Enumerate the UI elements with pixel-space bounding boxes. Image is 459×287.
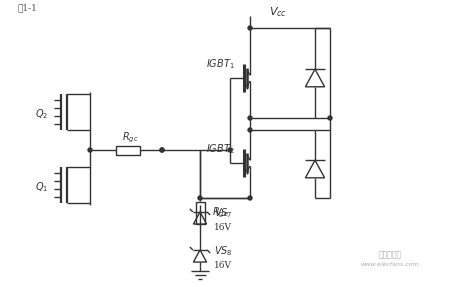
Circle shape bbox=[228, 148, 232, 152]
Text: $Q_2$: $Q_2$ bbox=[35, 107, 49, 121]
Circle shape bbox=[198, 196, 202, 200]
Text: $VS_7$: $VS_7$ bbox=[214, 206, 233, 220]
Circle shape bbox=[160, 148, 164, 152]
Circle shape bbox=[160, 148, 164, 152]
Circle shape bbox=[328, 116, 332, 120]
Text: 16V: 16V bbox=[214, 261, 232, 269]
Circle shape bbox=[248, 128, 252, 132]
Text: $IGBT_1$: $IGBT_1$ bbox=[206, 57, 235, 71]
Text: 16V: 16V bbox=[214, 222, 232, 232]
Circle shape bbox=[248, 116, 252, 120]
Text: www.elecfans.com: www.elecfans.com bbox=[361, 263, 420, 267]
Text: $Q_1$: $Q_1$ bbox=[35, 180, 49, 194]
Text: $R_{gc}$: $R_{gc}$ bbox=[122, 131, 138, 145]
Bar bbox=[116, 146, 140, 154]
Text: $IGBT_2$: $IGBT_2$ bbox=[206, 142, 235, 156]
Text: $VS_8$: $VS_8$ bbox=[214, 244, 233, 258]
Circle shape bbox=[248, 196, 252, 200]
Bar bbox=[196, 202, 205, 224]
Text: 图1-1: 图1-1 bbox=[18, 3, 38, 13]
Text: $R_{ge}$: $R_{ge}$ bbox=[212, 206, 229, 220]
Circle shape bbox=[88, 148, 92, 152]
Text: $V_{cc}$: $V_{cc}$ bbox=[269, 5, 287, 19]
Circle shape bbox=[248, 26, 252, 30]
Text: 电子发烧友: 电子发烧友 bbox=[378, 251, 402, 259]
